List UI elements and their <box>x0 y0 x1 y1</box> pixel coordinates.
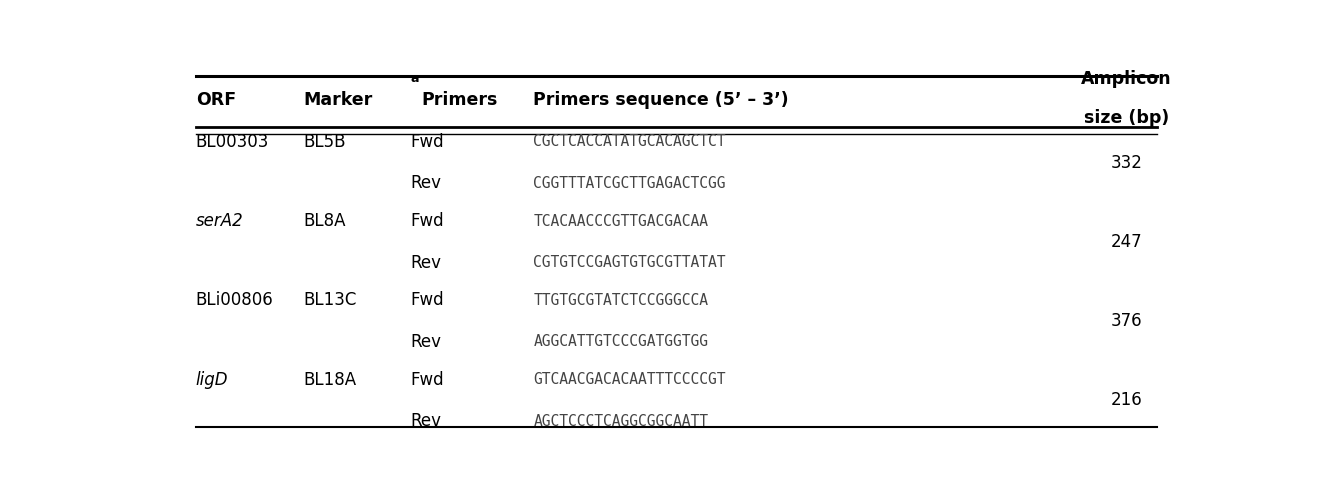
Text: ligD: ligD <box>195 370 228 389</box>
Text: BLi00806: BLi00806 <box>195 291 273 309</box>
Text: 216: 216 <box>1110 391 1143 409</box>
Text: a: a <box>411 73 418 85</box>
Text: Rev: Rev <box>411 333 441 351</box>
Text: CGTGTCCGAGTGTGCGTTATAT: CGTGTCCGAGTGTGCGTTATAT <box>533 255 726 270</box>
Text: size (bp): size (bp) <box>1084 109 1170 127</box>
Text: Marker: Marker <box>304 91 372 109</box>
Text: AGCTCCCTCAGGCGGCAATT: AGCTCCCTCAGGCGGCAATT <box>533 414 709 429</box>
Text: Amplicon: Amplicon <box>1081 70 1172 88</box>
Text: 376: 376 <box>1111 312 1142 330</box>
Text: ORF: ORF <box>195 91 236 109</box>
Text: BL18A: BL18A <box>304 370 356 389</box>
Text: 332: 332 <box>1110 153 1143 172</box>
Text: GTCAACGACACAATTTCCCCGT: GTCAACGACACAATTTCCCCGT <box>533 372 726 387</box>
Text: 247: 247 <box>1111 233 1142 251</box>
Text: Fwd: Fwd <box>411 291 444 309</box>
Text: CGCTCACCATATGCACAGCTCT: CGCTCACCATATGCACAGCTCT <box>533 134 726 149</box>
Text: BL8A: BL8A <box>304 212 346 230</box>
Text: Rev: Rev <box>411 412 441 430</box>
Text: CGGTTTATCGCTTGAGACTCGG: CGGTTTATCGCTTGAGACTCGG <box>533 176 726 191</box>
Text: Primers: Primers <box>422 91 498 109</box>
Text: Rev: Rev <box>411 253 441 271</box>
Text: TCACAACCCGTTGACGACAA: TCACAACCCGTTGACGACAA <box>533 214 709 228</box>
Text: BL13C: BL13C <box>304 291 356 309</box>
Text: Fwd: Fwd <box>411 212 444 230</box>
Text: BL00303: BL00303 <box>195 133 269 151</box>
Text: Fwd: Fwd <box>411 370 444 389</box>
Text: Fwd: Fwd <box>411 133 444 151</box>
Text: Rev: Rev <box>411 174 441 192</box>
Text: TTGTGCGTATCTCCGGGCCA: TTGTGCGTATCTCCGGGCCA <box>533 293 709 308</box>
Text: serA2: serA2 <box>195 212 243 230</box>
Text: AGGCATTGTCCCGATGGTGG: AGGCATTGTCCCGATGGTGG <box>533 334 709 349</box>
Text: BL5B: BL5B <box>304 133 346 151</box>
Text: Primers sequence (5’ – 3’): Primers sequence (5’ – 3’) <box>533 91 789 109</box>
